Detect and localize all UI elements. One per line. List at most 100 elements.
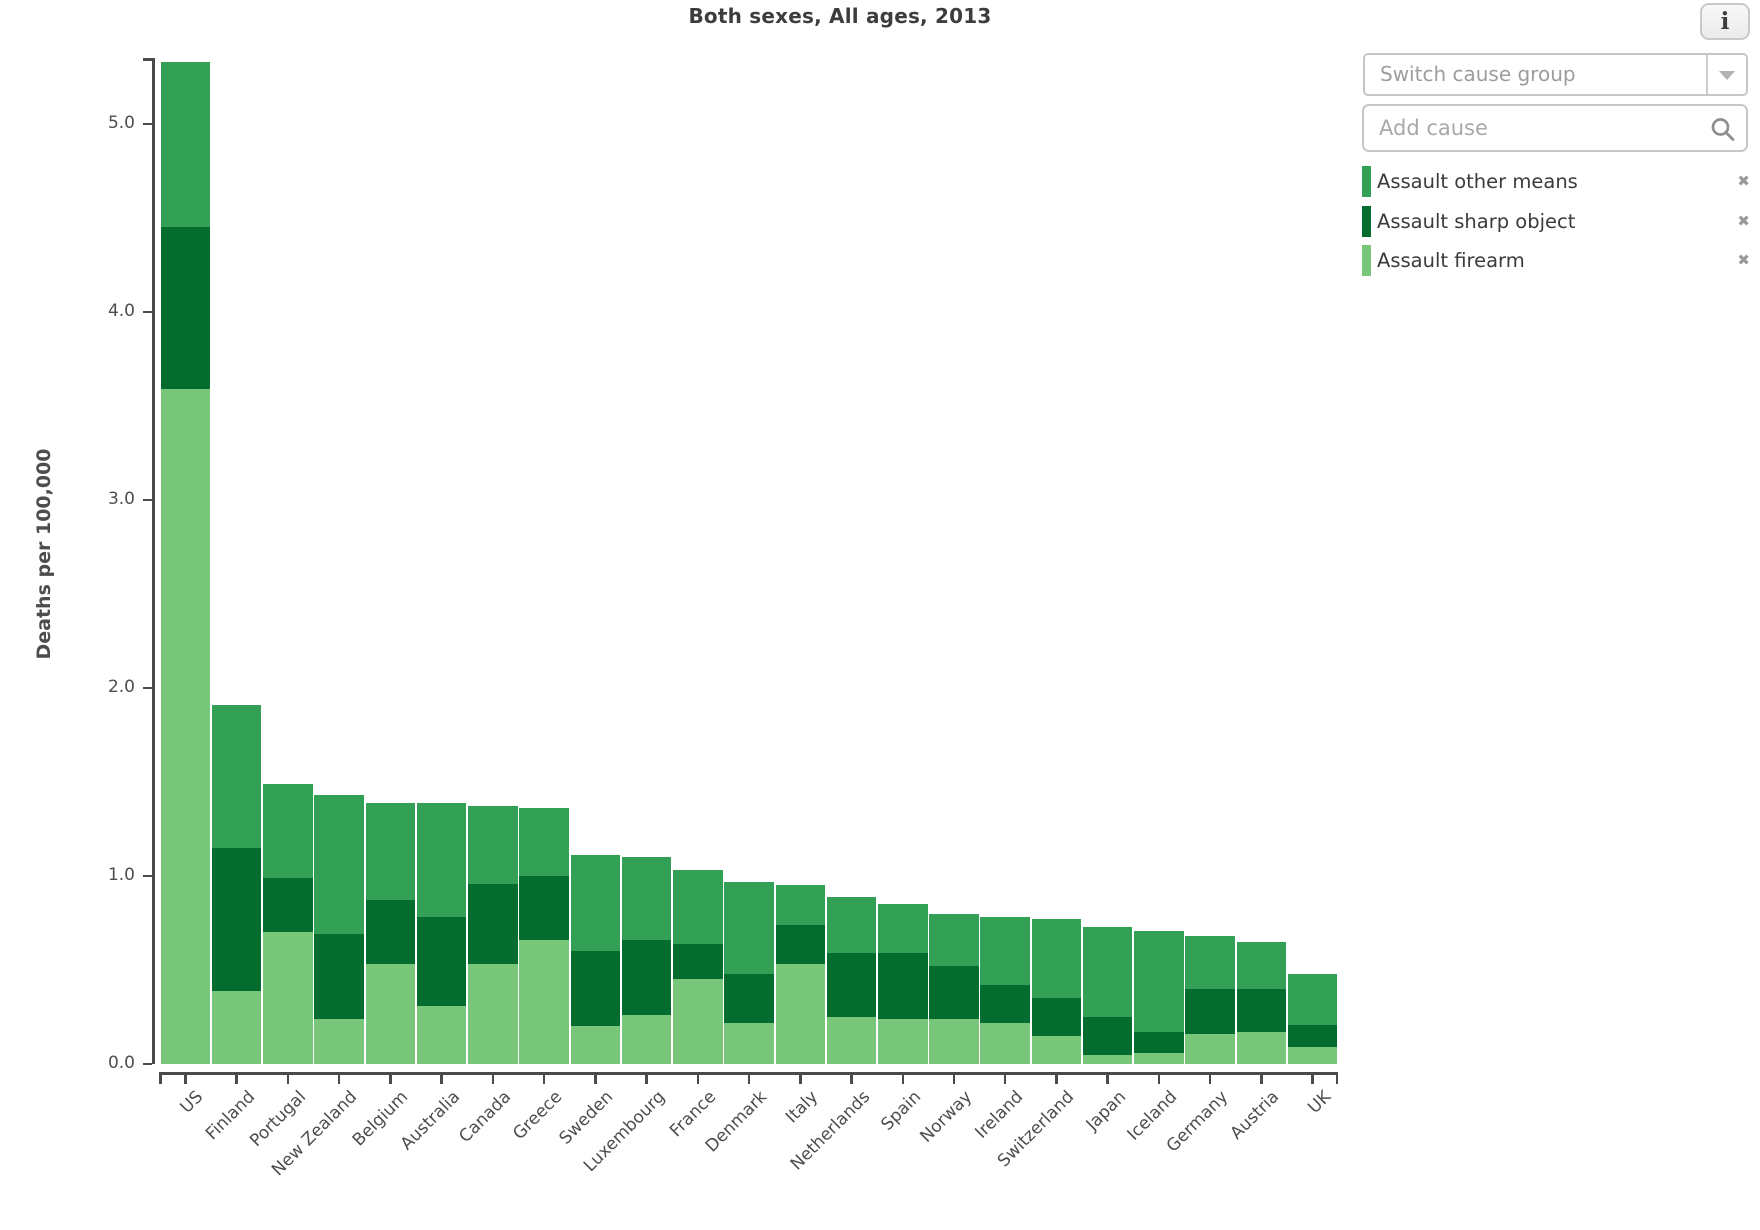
bar-segment-canada[interactable] bbox=[468, 806, 518, 884]
bar-segment-new-zealand[interactable] bbox=[314, 795, 364, 935]
bar-segment-japan[interactable] bbox=[1082, 1017, 1133, 1055]
x-axis-left-cap bbox=[159, 1072, 162, 1084]
bar-segment-luxembourg[interactable] bbox=[621, 857, 672, 940]
bar-segment-canada[interactable] bbox=[468, 883, 518, 965]
bar-segment-france[interactable] bbox=[673, 870, 723, 944]
bar-segment-belgium[interactable] bbox=[365, 900, 416, 965]
select-arrow-button[interactable] bbox=[1706, 55, 1746, 94]
bar-segment-us[interactable] bbox=[160, 389, 211, 1064]
bar-segment-norway[interactable] bbox=[929, 966, 979, 1019]
bar-segment-iceland[interactable] bbox=[1134, 1032, 1184, 1053]
bar-segment-belgium[interactable] bbox=[365, 964, 416, 1064]
bar-segment-germany[interactable] bbox=[1185, 1033, 1235, 1064]
bar-segment-austria[interactable] bbox=[1236, 941, 1287, 989]
bar-segment-greece[interactable] bbox=[519, 939, 569, 1064]
bar-segment-switzerland[interactable] bbox=[1031, 919, 1082, 999]
bar-segment-spain[interactable] bbox=[878, 1018, 928, 1064]
x-tick bbox=[645, 1072, 648, 1084]
bar-segment-luxembourg[interactable] bbox=[621, 939, 672, 1016]
bar-segment-austria[interactable] bbox=[1236, 988, 1287, 1033]
bar-segment-france[interactable] bbox=[673, 943, 723, 980]
bar-segment-belgium[interactable] bbox=[365, 802, 416, 901]
bar-segment-denmark[interactable] bbox=[724, 973, 774, 1023]
bar-segment-ireland[interactable] bbox=[980, 985, 1030, 1023]
bar-segment-portugal[interactable] bbox=[263, 783, 313, 878]
y-tick-label: 4.0 bbox=[107, 301, 135, 321]
bar-segment-netherlands[interactable] bbox=[826, 896, 877, 954]
bar-segment-new-zealand[interactable] bbox=[314, 1018, 364, 1064]
bar-segment-spain[interactable] bbox=[878, 904, 928, 954]
bar-segment-italy[interactable] bbox=[775, 964, 826, 1064]
bar-segment-sweden[interactable] bbox=[570, 855, 621, 952]
x-tick bbox=[696, 1072, 700, 1084]
bar-segment-uk[interactable] bbox=[1287, 973, 1338, 1025]
x-tick bbox=[799, 1072, 802, 1084]
bar-segment-luxembourg[interactable] bbox=[621, 1015, 672, 1064]
bar-segment-sweden[interactable] bbox=[570, 951, 621, 1027]
x-tick bbox=[747, 1072, 751, 1084]
y-tick bbox=[143, 122, 152, 126]
x-tick bbox=[235, 1072, 238, 1084]
add-cause-input[interactable]: Add cause bbox=[1362, 104, 1748, 152]
info-button[interactable]: i bbox=[1700, 3, 1750, 40]
bar-segment-australia[interactable] bbox=[416, 1005, 467, 1064]
bar-segment-norway[interactable] bbox=[929, 1018, 979, 1064]
bar-segment-portugal[interactable] bbox=[263, 877, 313, 933]
bar-segment-denmark[interactable] bbox=[724, 1022, 774, 1064]
y-tick-label: 0.0 bbox=[107, 1053, 135, 1073]
y-tick bbox=[143, 1062, 152, 1066]
bar-segment-japan[interactable] bbox=[1082, 926, 1133, 1017]
bar-segment-sweden[interactable] bbox=[570, 1026, 621, 1064]
bar-segment-japan[interactable] bbox=[1082, 1054, 1133, 1064]
bar-segment-switzerland[interactable] bbox=[1031, 1035, 1082, 1064]
bar-segment-ireland[interactable] bbox=[980, 1022, 1030, 1064]
bar-segment-greece[interactable] bbox=[519, 876, 569, 940]
x-tick bbox=[1055, 1072, 1058, 1084]
bar-segment-spain[interactable] bbox=[878, 953, 928, 1019]
legend-label: Assault firearm bbox=[1377, 249, 1525, 272]
bar-segment-netherlands[interactable] bbox=[826, 953, 877, 1017]
switch-cause-group-select[interactable]: Switch cause group bbox=[1363, 53, 1748, 96]
bar-segment-new-zealand[interactable] bbox=[314, 934, 364, 1019]
bar-segment-ireland[interactable] bbox=[980, 917, 1030, 986]
bar-segment-denmark[interactable] bbox=[724, 881, 774, 974]
y-tick-label: 3.0 bbox=[107, 489, 135, 509]
bar-segment-greece[interactable] bbox=[519, 808, 569, 876]
bar-segment-switzerland[interactable] bbox=[1031, 998, 1082, 1036]
bar-segment-finland[interactable] bbox=[211, 704, 262, 848]
x-tick bbox=[440, 1072, 443, 1084]
legend-swatch-other-means bbox=[1362, 166, 1371, 197]
remove-cause-icon[interactable]: ✖ bbox=[1737, 251, 1750, 269]
remove-cause-icon[interactable]: ✖ bbox=[1737, 172, 1750, 190]
bar-segment-germany[interactable] bbox=[1185, 936, 1235, 989]
bar-segment-iceland[interactable] bbox=[1134, 1052, 1184, 1064]
y-tick bbox=[143, 498, 152, 502]
remove-cause-icon[interactable]: ✖ bbox=[1737, 212, 1750, 230]
bar-segment-canada[interactable] bbox=[468, 964, 518, 1064]
legend-swatch-sharp-object bbox=[1362, 206, 1371, 237]
bar-segment-australia[interactable] bbox=[416, 802, 467, 918]
bar-segment-austria[interactable] bbox=[1236, 1032, 1287, 1064]
bar-segment-norway[interactable] bbox=[929, 913, 979, 967]
bar-segment-portugal[interactable] bbox=[263, 932, 313, 1064]
bar-segment-italy[interactable] bbox=[775, 924, 826, 965]
add-cause-placeholder: Add cause bbox=[1379, 116, 1488, 140]
bar-segment-netherlands[interactable] bbox=[826, 1017, 877, 1064]
bar-segment-italy[interactable] bbox=[775, 885, 826, 925]
bar-segment-france[interactable] bbox=[673, 979, 723, 1064]
bar-segment-australia[interactable] bbox=[416, 917, 467, 1006]
legend-label: Assault sharp object bbox=[1377, 210, 1576, 233]
bar-segment-finland[interactable] bbox=[211, 990, 262, 1064]
bar-segment-uk[interactable] bbox=[1287, 1047, 1338, 1064]
bar-segment-iceland[interactable] bbox=[1134, 930, 1184, 1033]
bar-segment-us[interactable] bbox=[160, 227, 211, 390]
chart-title: Both sexes, All ages, 2013 bbox=[688, 4, 992, 28]
x-tick bbox=[1311, 1072, 1314, 1084]
bar-segment-us[interactable] bbox=[160, 61, 211, 228]
switch-cause-group-placeholder: Switch cause group bbox=[1380, 62, 1576, 86]
bar-segment-uk[interactable] bbox=[1287, 1024, 1338, 1048]
bar-segment-germany[interactable] bbox=[1185, 988, 1235, 1034]
bar-segment-finland[interactable] bbox=[211, 847, 262, 991]
x-axis-right-cap bbox=[1335, 1072, 1338, 1084]
